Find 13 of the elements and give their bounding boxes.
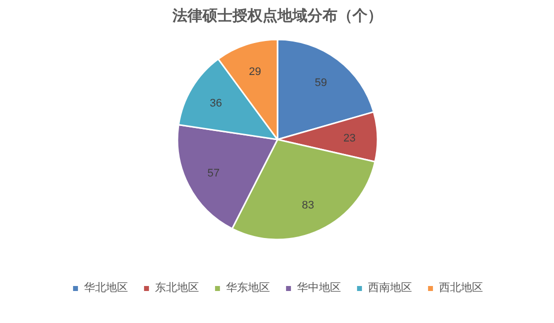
legend-label: 东北地区 — [155, 280, 199, 295]
chart-title: 法律硕士授权点地域分布（个） — [172, 8, 382, 24]
data-label: 59 — [314, 77, 327, 89]
data-label: 57 — [207, 168, 220, 180]
data-label: 36 — [210, 97, 222, 110]
legend-label: 华中地区 — [297, 281, 341, 295]
data-label: 29 — [248, 66, 262, 78]
legend-label: 西北地区 — [439, 281, 483, 295]
legend-label: 华北地区 — [84, 281, 128, 295]
data-label: 83 — [302, 200, 314, 212]
legend-label: 华东地区 — [226, 280, 270, 295]
data-label: 23 — [343, 132, 356, 145]
legend-label: 西南地区 — [368, 281, 412, 295]
